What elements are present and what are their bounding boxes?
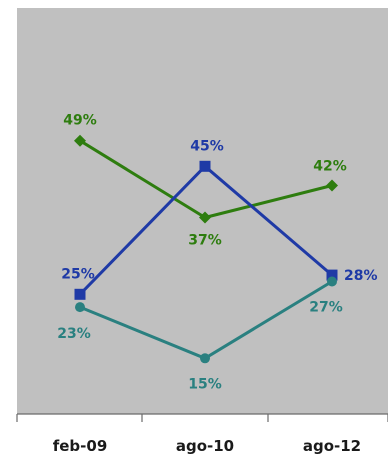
series-2-label-1: 15% bbox=[188, 376, 222, 392]
series-2-label-2: 27% bbox=[309, 300, 343, 316]
series-2-point-2 bbox=[327, 276, 337, 287]
x-tick-label-ago-10: ago-10 bbox=[176, 437, 234, 455]
series-1-point-1 bbox=[199, 160, 211, 172]
plot-area bbox=[17, 8, 388, 414]
series-0-point-2 bbox=[326, 179, 338, 192]
data-labels: 49% 37% 42% 25% 45% 28% 23% 15% 27% bbox=[57, 113, 377, 393]
series-1-label-2: 28% bbox=[344, 268, 378, 284]
x-tick-label-ago-12: ago-12 bbox=[303, 437, 361, 455]
series-0-label-1: 37% bbox=[188, 233, 222, 249]
series-1-label-1: 45% bbox=[190, 138, 224, 154]
x-axis-tick-labels: feb-09 ago-10 ago-12 bbox=[53, 437, 361, 455]
series-1-point-0 bbox=[74, 288, 86, 300]
x-axis-ticks bbox=[16, 414, 388, 422]
series-0-point-0 bbox=[74, 134, 86, 147]
series-2-label-0: 23% bbox=[57, 326, 91, 342]
series-0-label-0: 49% bbox=[63, 113, 97, 129]
series-0-point-1 bbox=[199, 211, 211, 224]
x-tick-label-feb-09: feb-09 bbox=[53, 437, 108, 455]
series-1-label-0: 25% bbox=[61, 266, 95, 282]
series-2-point-1 bbox=[200, 353, 210, 364]
series-layer bbox=[74, 134, 338, 364]
series-1-point-2 bbox=[326, 269, 338, 281]
series-2-point-0 bbox=[75, 302, 85, 313]
series-0-label-2: 42% bbox=[313, 159, 347, 175]
